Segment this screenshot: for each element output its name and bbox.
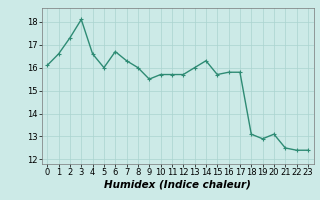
X-axis label: Humidex (Indice chaleur): Humidex (Indice chaleur)	[104, 180, 251, 190]
